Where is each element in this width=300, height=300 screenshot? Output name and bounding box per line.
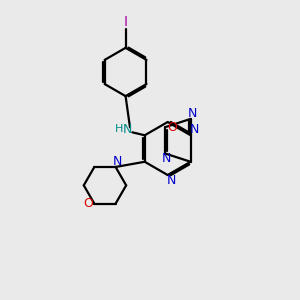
- Text: N: N: [112, 155, 122, 168]
- Text: H: H: [115, 124, 123, 134]
- Text: N: N: [162, 152, 172, 165]
- Text: N: N: [167, 174, 176, 187]
- Text: N: N: [188, 107, 197, 120]
- Text: O: O: [167, 121, 177, 134]
- Text: N: N: [122, 123, 132, 136]
- Text: I: I: [124, 15, 128, 29]
- Text: O: O: [83, 197, 93, 210]
- Text: N: N: [190, 124, 199, 136]
